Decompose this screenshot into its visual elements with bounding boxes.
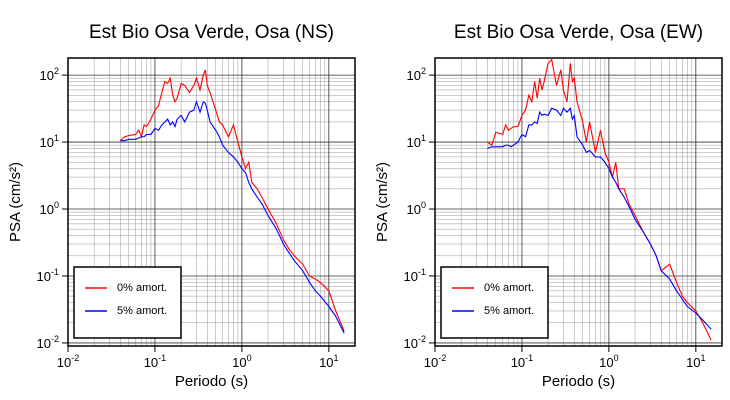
- plot-frame: [67, 57, 356, 347]
- y-axis-label: PSA (cm/s²): [7, 162, 24, 242]
- plot-frame: [434, 57, 723, 347]
- y-tick-label: 10-1: [37, 267, 59, 284]
- x-tick-label: 100: [599, 353, 618, 370]
- series-line: [120, 99, 345, 334]
- legend-box: [440, 266, 549, 339]
- y-tick-label: 102: [40, 66, 59, 83]
- series-line: [119, 69, 345, 332]
- x-tick-label: 10-2: [424, 353, 446, 370]
- x-tick-label: 10-1: [511, 353, 533, 370]
- y-axis-label: PSA (cm/s²): [374, 162, 391, 242]
- legend-box: [73, 266, 182, 339]
- x-tick-label: 101: [686, 353, 705, 370]
- y-tick-label: 102: [407, 66, 426, 83]
- x-tick-label: 100: [232, 353, 251, 370]
- chart-title: Est Bio Osa Verde, Osa (NS): [89, 22, 334, 43]
- legend-label: 0% amort.: [117, 282, 167, 294]
- series-line: [487, 106, 712, 330]
- legend-label: 0% amort.: [484, 282, 534, 294]
- x-axis-label: Periodo (s): [175, 373, 248, 390]
- legend-label: 5% amort.: [484, 305, 534, 317]
- y-tick-label: 101: [407, 133, 426, 150]
- x-tick-label: 10-2: [57, 353, 79, 370]
- y-tick-label: 100: [407, 200, 426, 217]
- x-tick-label: 10-1: [144, 353, 166, 370]
- y-tick-label: 101: [40, 133, 59, 150]
- y-tick-label: 100: [40, 200, 59, 217]
- y-tick-label: 10-2: [404, 334, 426, 351]
- y-tick-label: 10-1: [404, 267, 426, 284]
- chart-title: Est Bio Osa Verde, Osa (EW): [454, 22, 703, 43]
- x-tick-label: 101: [319, 353, 338, 370]
- legend-label: 5% amort.: [117, 305, 167, 317]
- x-axis-label: Periodo (s): [542, 373, 615, 390]
- y-tick-label: 10-2: [37, 334, 59, 351]
